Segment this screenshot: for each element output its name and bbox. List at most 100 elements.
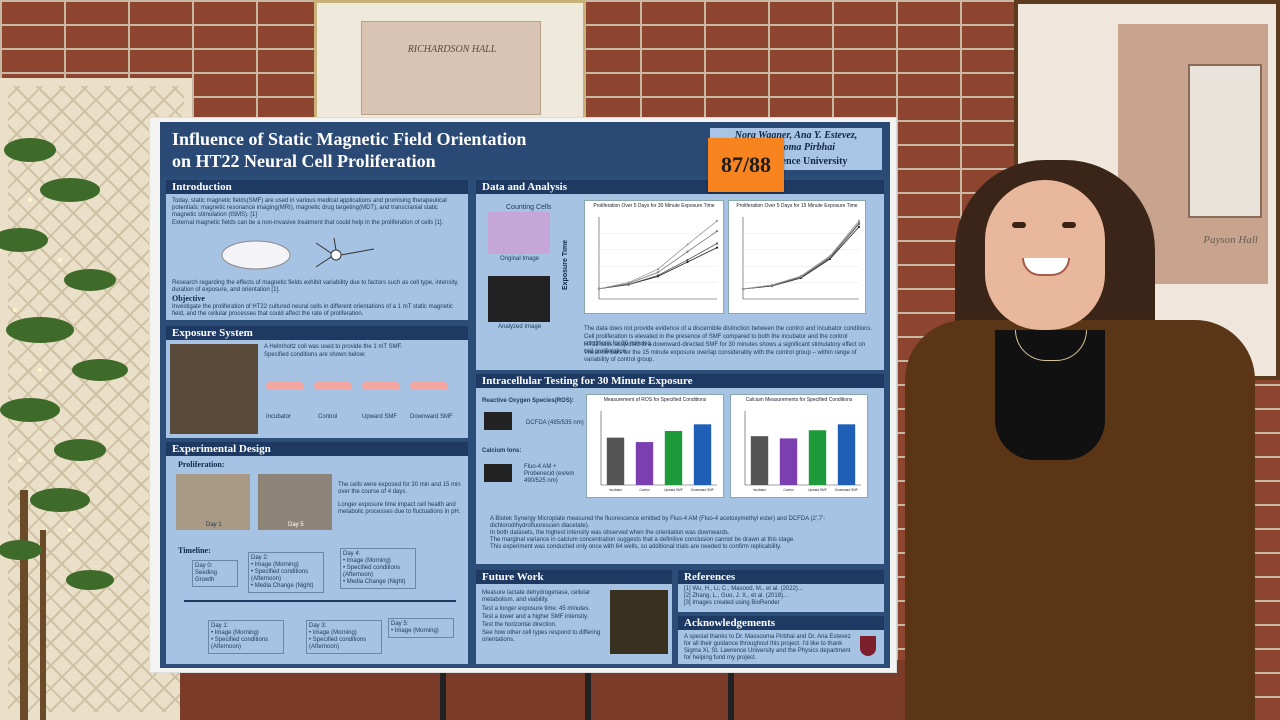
condition-dishes [264,370,464,400]
line-chart-30min-data-point [656,274,660,277]
line-chart-15min-data-point [857,221,861,225]
poster-title-line2: on HT22 Neural Cell Proliferation [172,151,436,171]
line-chart-15min-data-point [770,283,774,287]
panel-references: References [1] Wu, H., Li, C., Masood, M… [678,570,884,612]
intracellular-bullet-4: This experiment was conducted only once … [490,544,782,550]
potted-plant [0,138,128,720]
painting-signature: Payson Hall [1203,234,1258,246]
bar-chart-ros-title: Measurement of ROS for Specified Conditi… [603,397,707,403]
brain-neuron-illustration [221,237,375,270]
design-heading: Experimental Design [166,442,468,456]
panel-introduction: Introduction Today, static magnetic fiel… [166,180,468,320]
timeline-day5: Day 5: • Image (Morning) [388,618,454,638]
line-chart-15min-data-point [799,274,803,278]
intro-bullet-2: External magnetic fields can be a non-in… [172,220,444,226]
data-bullet-2: Cell proliferation is elevated in the pr… [584,334,848,347]
board-number-tag: 87/88 [708,138,784,192]
line-chart-15min-plot [741,217,861,300]
line-chart-30min-data-point [715,219,719,223]
ros-well-plate [484,412,512,430]
line-chart-15min-series-line [742,226,860,290]
line-chart-15min-series-line [742,222,860,290]
line-chart-15min-data-point [857,225,861,229]
ros-dye: DCFDA (485/535 nm) [526,420,584,426]
line-chart-30min-data-point [686,243,689,246]
poster-body: Influence of Static Magnetic Field Orien… [160,122,890,668]
dish-control [314,382,352,390]
data-bullet-4: The error bars for the 15 minute exposur… [584,350,857,363]
line-chart-30min-data-point [656,268,660,271]
person-right-eye [1062,222,1076,228]
condition-label-control: Control [318,414,338,420]
timeline-day2: Day 2: • Image (Morning) • Specified con… [248,552,324,593]
panel-intracellular: Intracellular Testing for 30 Minute Expo… [476,374,884,564]
intracellular-heading: Intracellular Testing for 30 Minute Expo… [476,374,884,388]
acknowledgements-text: A special thanks to Dr. Massooma Pirbhai… [684,634,851,661]
introduction-heading: Introduction [166,180,468,194]
design-bullet-2: Longer exposure time impact cell health … [338,502,461,515]
painting-window [1188,64,1262,218]
reference-3: [3] Images created using BioRender [684,600,780,606]
bar-chart-calcium-tick-label: Upward SMF [808,488,827,492]
framed-sketch-top: RICHARDSON HALL [314,0,586,120]
bar-chart-calcium-tick-label: Incubator [753,488,767,492]
reference-2: [2] Zhang, L., Guo, J. X., et al. (2018)… [684,593,789,599]
data-bullet-3: HT22 cells subjected to a downward-direc… [584,342,866,355]
easel-leg-right [728,658,734,720]
objective-text: Investigate the proliferation of HT22 cu… [172,304,453,317]
day5-label: Day 5 [288,522,304,528]
panel-future-work: Future Work Measure lactate dehydrogenas… [476,570,672,664]
line-chart-30min-data-point [656,271,660,274]
exposure-bullet-2: Specified conditions are shown below: [264,352,366,358]
analyzed-image-label: Analyzed Image [498,324,542,330]
timeline-day4: Day 4: • Image (Morning) • Specified con… [340,548,416,589]
person-face [985,180,1105,330]
research-poster: Influence of Static Magnetic Field Orien… [150,118,896,672]
bar-chart-calcium: Calcium Measurements for Specified Condi… [730,394,868,498]
timeline-axis [184,600,456,602]
analyzed-cell-image [488,276,550,322]
line-chart-15min-data-point [828,254,832,258]
timeline-day1: Day 1: • Image (Morning) • Specified con… [208,620,284,654]
line-chart-30min-series-line [598,220,718,290]
bar-chart-calcium-bar [750,436,769,485]
day1-label: Day 1 [206,522,222,528]
line-chart-15min-data-point [741,287,745,291]
references-heading: References [678,570,884,584]
bar-chart-ros-bar [606,437,625,485]
future-bullet-1: Measure lactate dehydrogenase, cellular … [482,590,591,603]
exposure-time-side-label: Exposure Time [562,239,569,290]
panel-data-analysis: Data and Analysis Counting Cells Origina… [476,180,884,370]
cell-culture-photo [610,590,668,654]
bar-chart-ros-bar [693,424,712,485]
line-chart-30min-data-point [597,287,601,290]
bar-chart-ros-tick-label: Upward SMF [664,488,683,492]
day5-micrograph: Day 5 [258,474,332,530]
original-cell-image [488,212,550,254]
line-chart-30min-plot [597,217,719,300]
calcium-label: Calcium Ions: [482,448,522,454]
original-image-label: Original Image [500,256,540,262]
acknowledgements-heading: Acknowledgements [678,616,884,630]
line-chart-30min-data-point [715,242,719,245]
intracellular-bullet-2: In both datasets, the highest intensity … [490,530,730,536]
condition-label-upward: Upward SMF [362,414,398,420]
easel-leg-left [440,664,446,720]
calcium-well-plate [484,464,512,482]
bar-chart-ros-bar [635,442,654,485]
line-chart-15min-title: Proliferation Over 5 Days for 15 Minute … [736,203,858,209]
line-chart-30min-data-point [686,250,689,253]
sketch-label: RICHARDSON HALL [407,44,497,55]
timeline-label: Timeline: [178,546,211,555]
dish-incubator [266,382,304,390]
calcium-dye: Fluo-4 AM + Probenecid (ex/em 490/525 nm… [524,464,575,484]
bar-chart-calcium-tick-label: Downward SMF [835,488,858,492]
person-shirt [995,330,1105,460]
condition-label-downward: Downward SMF [410,414,453,420]
dish-upward [362,382,400,390]
bar-chart-ros-tick-label: Control [639,488,650,492]
helmholtz-coil-photo [170,344,258,434]
line-chart-30min-data-point [627,281,630,284]
timeline-day3: Day 3: • Image (Morning) • Specified con… [306,620,382,654]
bar-chart-calcium-bar [837,424,856,485]
